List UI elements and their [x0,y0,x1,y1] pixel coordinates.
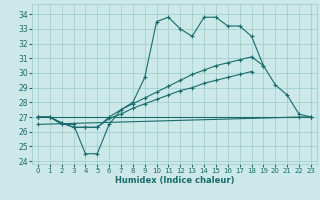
X-axis label: Humidex (Indice chaleur): Humidex (Indice chaleur) [115,176,234,185]
